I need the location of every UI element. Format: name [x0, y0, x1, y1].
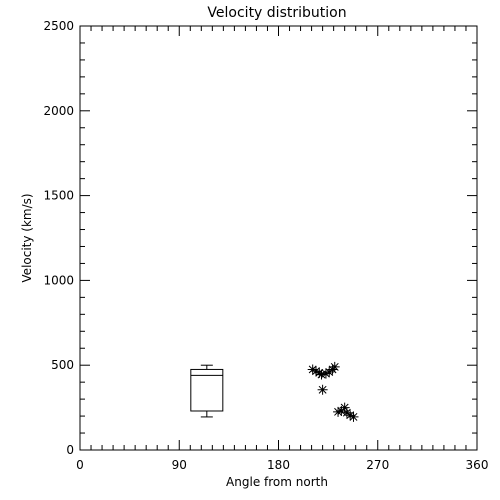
x-tick-label: 0 — [76, 458, 84, 472]
data-point — [329, 361, 340, 372]
data-point — [333, 406, 344, 417]
x-tick-label: 270 — [366, 458, 389, 472]
data-point — [320, 368, 331, 379]
x-tick-label: 90 — [172, 458, 187, 472]
y-tick-label: 2500 — [43, 19, 74, 33]
plot-frame — [79, 25, 478, 451]
box-plot — [190, 364, 224, 418]
scatter-points — [307, 361, 359, 422]
y-tick-label: 1500 — [43, 189, 74, 203]
x-axis-label: Angle from north — [226, 475, 328, 489]
data-point — [317, 384, 328, 395]
axis-ticks — [79, 25, 478, 451]
data-point — [341, 407, 352, 418]
data-point — [310, 366, 321, 377]
data-point — [307, 364, 318, 375]
data-point — [324, 366, 335, 377]
y-tick-label: 0 — [66, 443, 74, 457]
y-tick-label: 500 — [51, 358, 74, 372]
data-point — [348, 411, 359, 422]
chart-title: Velocity distribution — [207, 5, 346, 21]
y-tick-label: 2000 — [43, 104, 74, 118]
x-tick-label: 360 — [466, 458, 489, 472]
data-point — [345, 410, 356, 421]
data-point — [339, 402, 350, 413]
y-axis-label: Velocity (km/s) — [20, 193, 34, 282]
data-point — [316, 369, 327, 380]
y-tick-label: 1000 — [43, 273, 74, 287]
tick-labels: 0 90 180 270 360 0 500 1000 1500 2000 2500 — [43, 19, 488, 472]
x-tick-label: 180 — [267, 458, 290, 472]
